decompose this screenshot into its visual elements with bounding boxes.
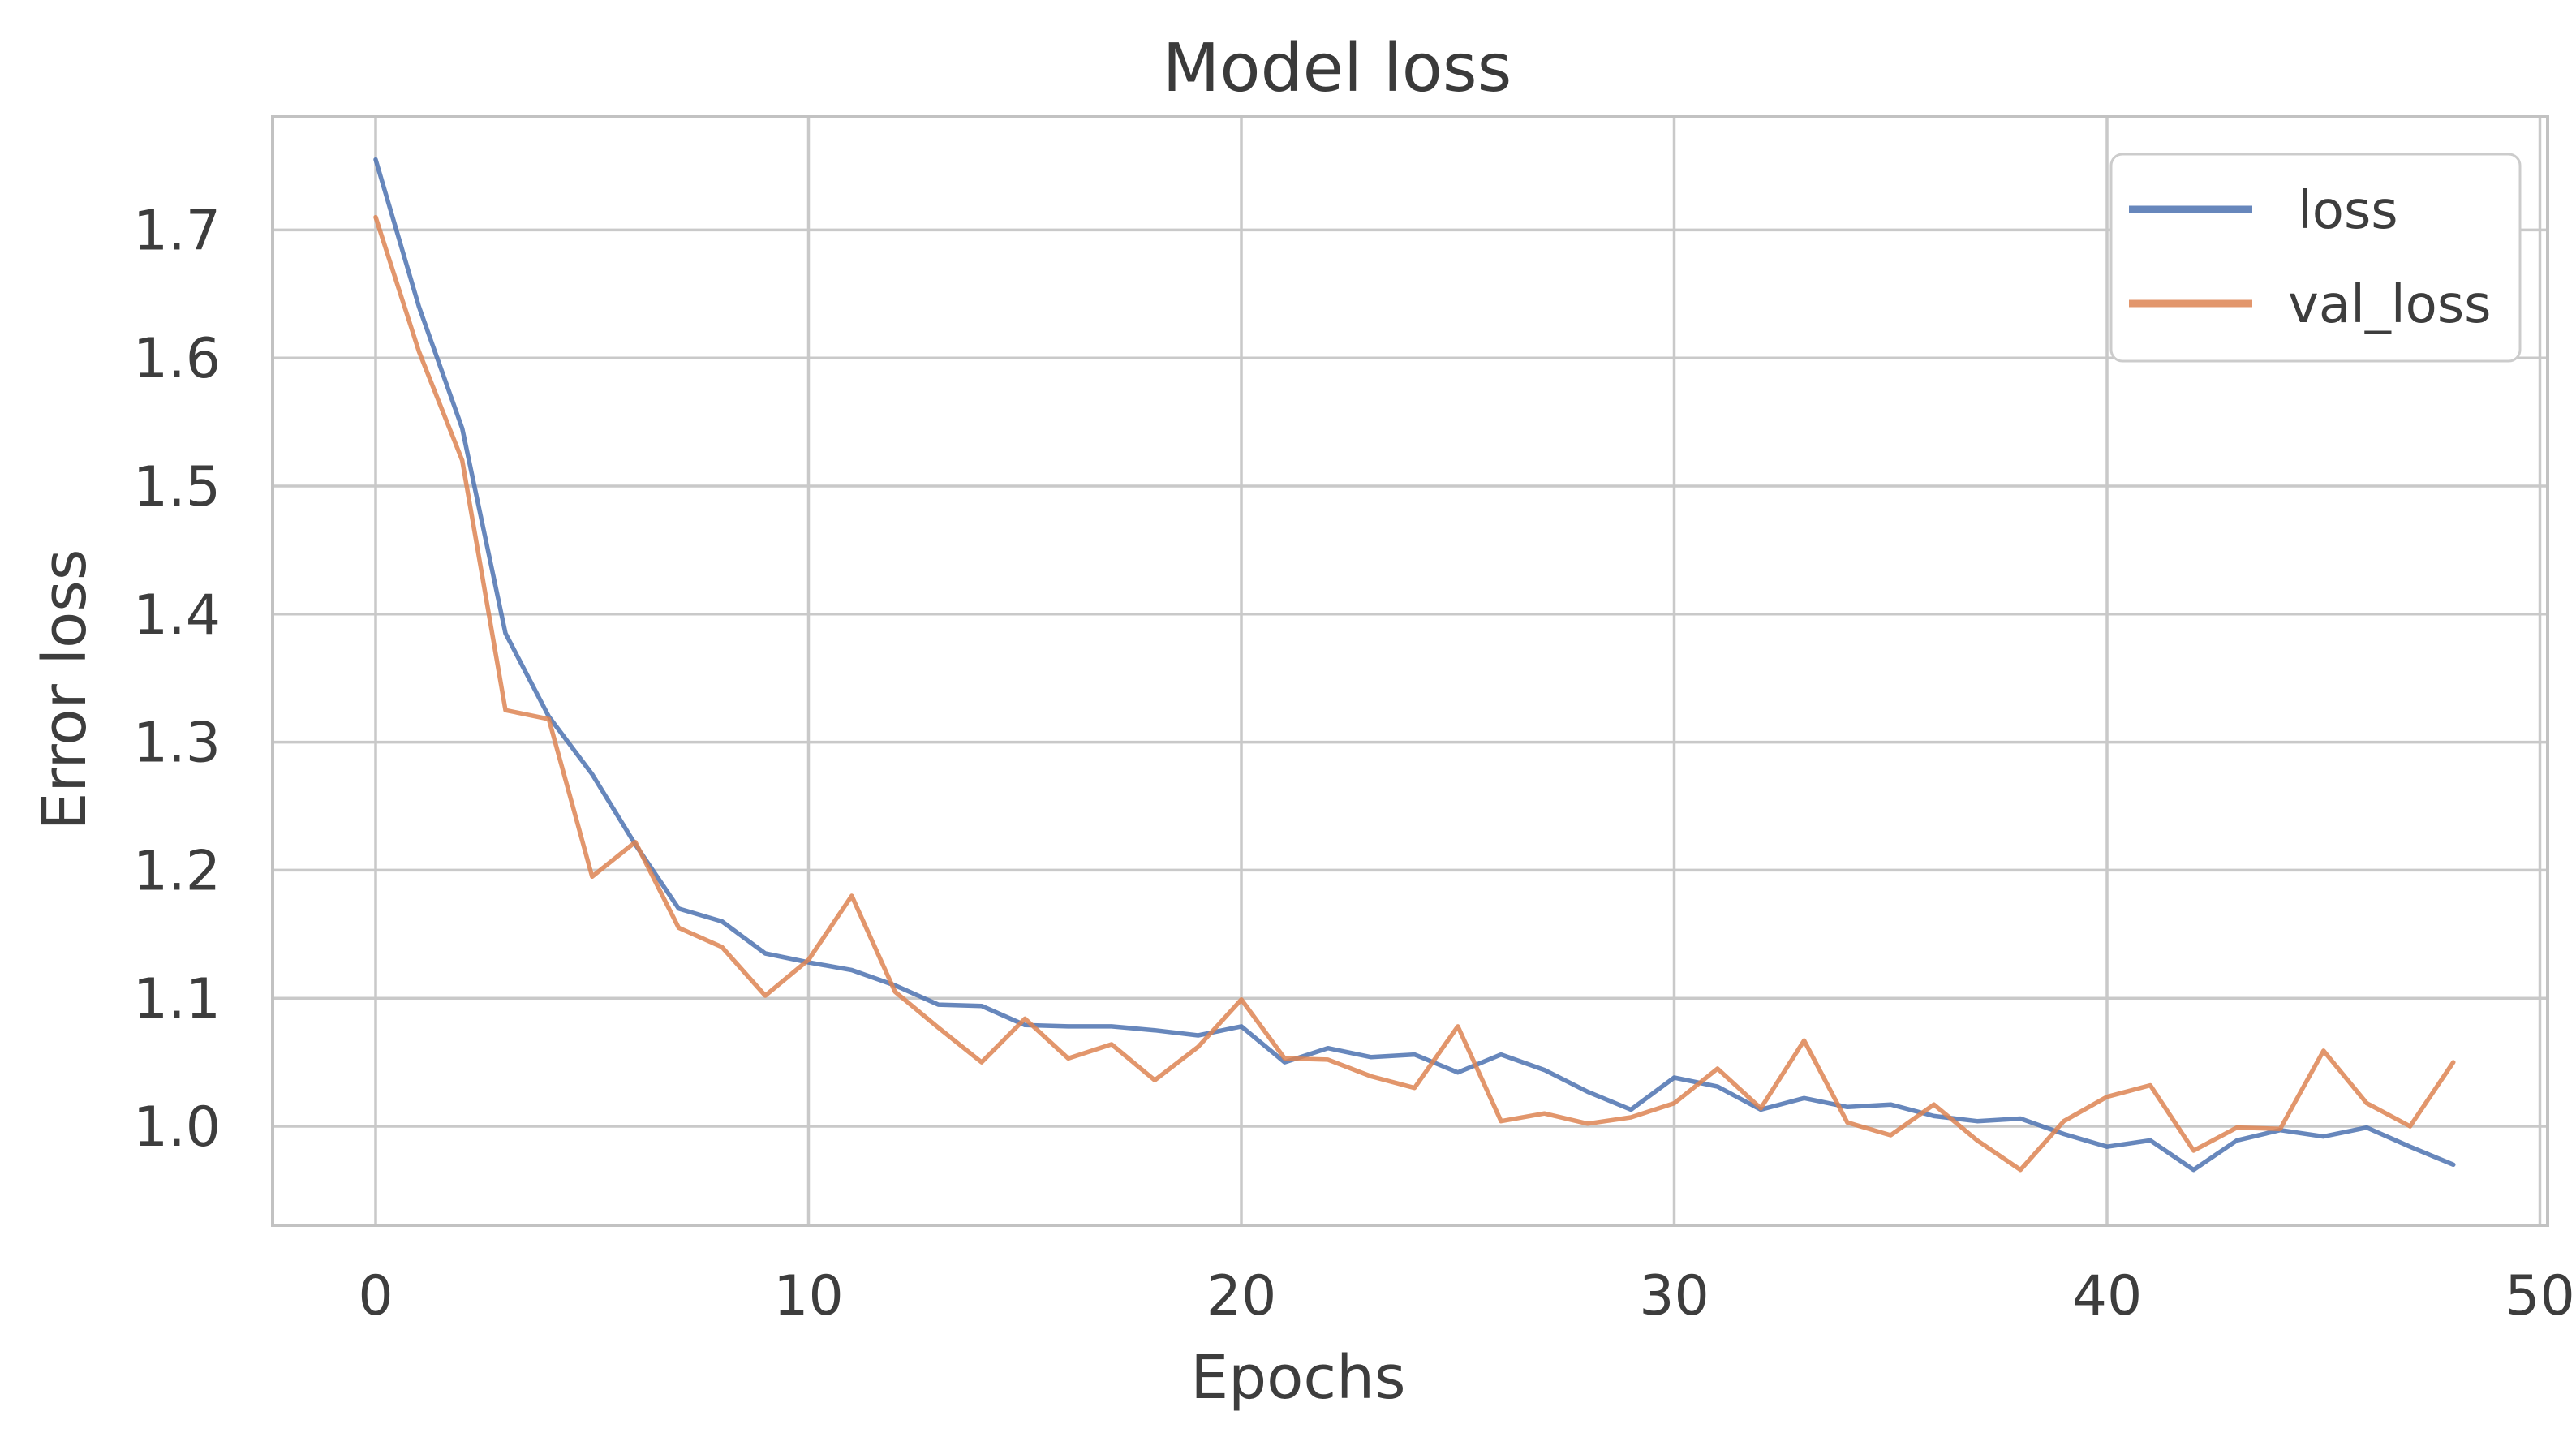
x-tick-label: 0 xyxy=(358,1264,393,1328)
loss-line xyxy=(373,157,2456,1173)
series-layer xyxy=(373,157,2456,1173)
legend-label-val-loss: val_loss xyxy=(2288,275,2492,335)
y-tick-label: 1.1 xyxy=(133,967,221,1031)
y-tick-label: 1.6 xyxy=(133,327,221,391)
val_loss-line xyxy=(373,214,2456,1173)
y-axis-label: Error loss xyxy=(30,549,100,831)
y-tick-label: 1.0 xyxy=(133,1095,221,1160)
legend: loss val_loss xyxy=(2109,153,2522,363)
x-tick-label: 50 xyxy=(2505,1264,2575,1328)
y-tick-label: 1.5 xyxy=(133,455,221,519)
legend-label-loss: loss xyxy=(2298,181,2398,241)
x-tick-label: 10 xyxy=(773,1264,844,1328)
tick-labels: 1.0 1.1 1.2 1.3 1.4 1.5 1.6 1.7 0 10 20 30 40 50 xyxy=(133,199,2575,1328)
y-tick-label: 1.3 xyxy=(133,712,221,776)
y-tick-label: 1.4 xyxy=(133,583,221,648)
x-axis-label: Epochs xyxy=(1190,1343,1405,1413)
y-tick-label: 1.7 xyxy=(133,199,221,263)
plot-border xyxy=(271,115,2549,1227)
y-tick-label: 1.2 xyxy=(133,839,221,903)
chart-title: Model loss xyxy=(1163,30,1512,107)
x-tick-label: 20 xyxy=(1206,1264,1277,1328)
x-tick-label: 30 xyxy=(1639,1264,1709,1328)
x-tick-label: 40 xyxy=(2072,1264,2143,1328)
